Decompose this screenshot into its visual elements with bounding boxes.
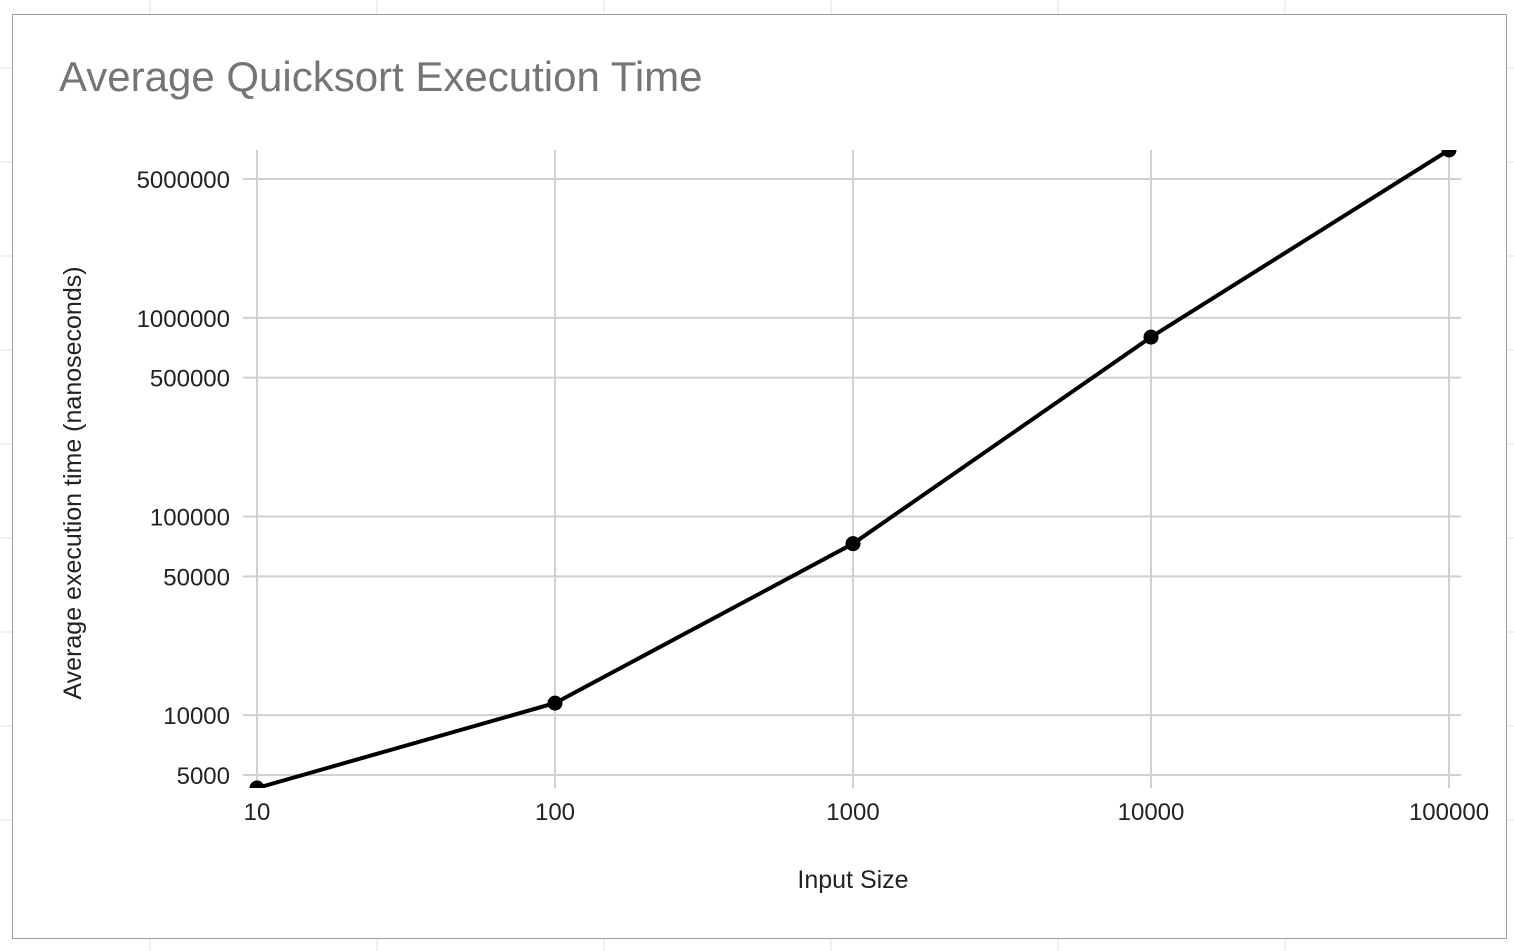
x-tick-label: 100 — [535, 799, 575, 826]
gridlines — [243, 150, 1461, 788]
y-tick-label: 5000 — [177, 763, 230, 790]
y-tick-label: 100000 — [150, 505, 230, 532]
y-tick-label: 5000000 — [137, 167, 230, 194]
y-axis-tick-labels: 5000 10000 50000 100000 500000 1000000 5000000 — [137, 167, 230, 790]
x-axis-title: Input Size — [797, 866, 908, 894]
x-tick-label: 10000 — [1118, 799, 1185, 826]
data-point[interactable] — [547, 695, 563, 711]
y-tick-label: 500000 — [150, 366, 230, 393]
y-axis-title: Average execution time (nanoseconds) — [59, 266, 87, 699]
x-axis-tick-labels: 10 100 1000 10000 100000 — [244, 799, 1489, 826]
y-tick-label: 10000 — [163, 703, 230, 730]
chart-title: Average Quicksort Execution Time — [59, 53, 703, 100]
data-point[interactable] — [249, 780, 265, 796]
x-tick-label: 1000 — [826, 799, 879, 826]
x-tick-label: 10 — [244, 799, 271, 826]
data-point[interactable] — [1441, 143, 1457, 158]
y-tick-label: 50000 — [163, 564, 230, 591]
y-tick-label: 1000000 — [137, 306, 230, 333]
x-tick-label: 100000 — [1409, 799, 1489, 826]
data-point[interactable] — [845, 536, 861, 552]
series-layer — [249, 143, 1457, 796]
data-point[interactable] — [1143, 329, 1159, 345]
